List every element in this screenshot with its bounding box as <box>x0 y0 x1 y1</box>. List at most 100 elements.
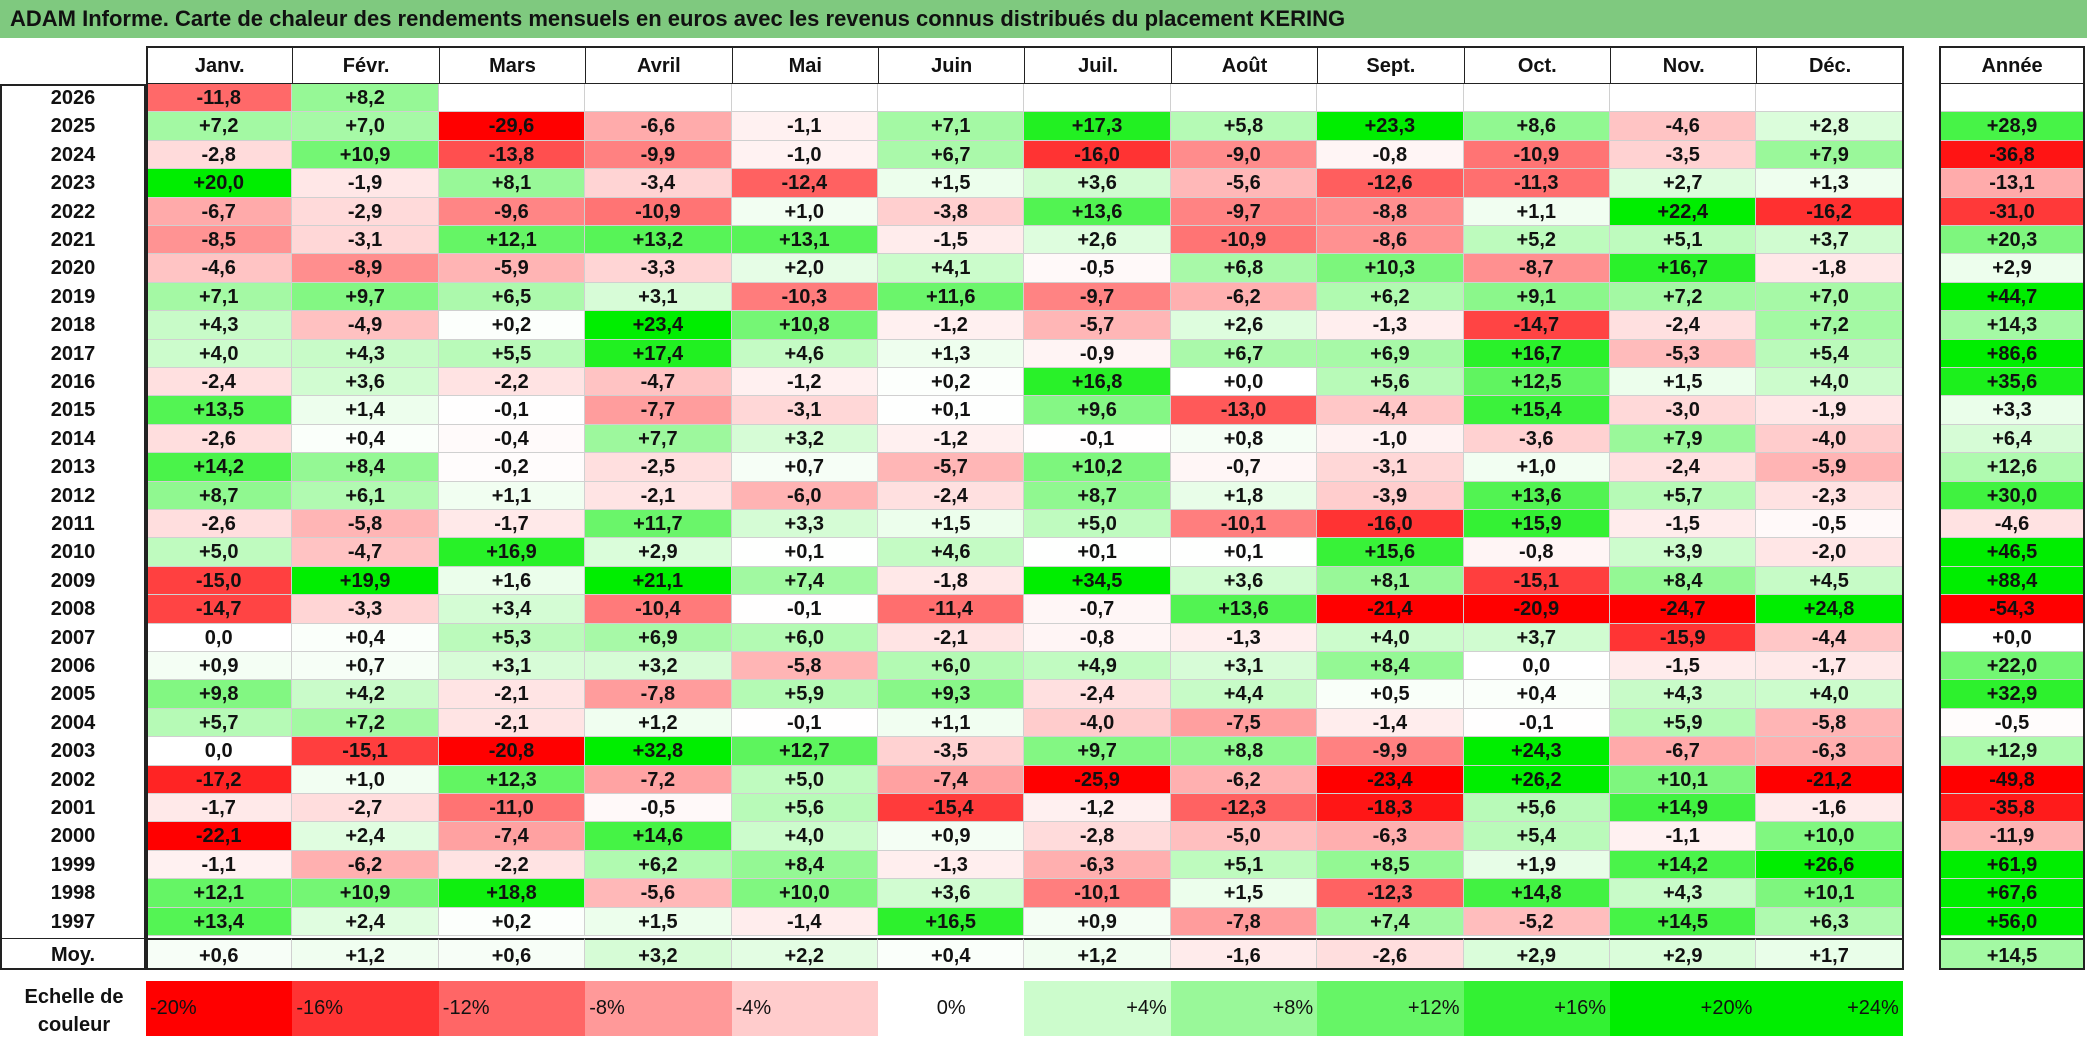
annual-cell: +28,9 <box>1939 112 2085 141</box>
heatmap-cell: +2,4 <box>292 822 439 851</box>
heatmap-cell: -4,9 <box>292 311 439 340</box>
heatmap-cell: -12,3 <box>1170 794 1318 823</box>
annual-cell: +56,0 <box>1939 907 2085 936</box>
heatmap-cell: +7,2 <box>146 112 293 141</box>
heatmap-cell: +8,4 <box>1610 566 1757 596</box>
year-label: 2001 <box>0 794 146 824</box>
year-label: 2004 <box>0 708 146 739</box>
annual-cell: -36,8 <box>1939 140 2085 170</box>
average-cell: +1,2 <box>1024 938 1171 970</box>
heatmap-cell: -15,9 <box>1610 623 1757 652</box>
heatmap-cell: -9,6 <box>438 197 586 226</box>
annual-cell: +86,6 <box>1939 339 2085 368</box>
heatmap-cell: -10,1 <box>1170 510 1318 539</box>
heatmap-cell: -7,4 <box>438 822 586 851</box>
heatmap-cell: +0,4 <box>1463 680 1610 709</box>
heatmap-cell: -16,2 <box>1756 197 1903 226</box>
average-cell: +2,2 <box>731 938 878 970</box>
average-cell: +0,4 <box>878 938 1025 970</box>
annual-cell: +46,5 <box>1939 538 2085 567</box>
month-header: Oct. <box>1463 46 1611 84</box>
heatmap-cell: -9,9 <box>1317 737 1464 766</box>
heatmap-cell: -5,3 <box>1610 339 1757 368</box>
heatmap-cell: -29,6 <box>438 112 586 141</box>
average-cell: +1,7 <box>1756 938 1903 970</box>
heatmap-cell: +11,6 <box>878 282 1025 312</box>
heatmap-cell: +16,7 <box>1463 339 1610 368</box>
heatmap-cell: -10,1 <box>1024 879 1171 908</box>
heatmap-cell: -3,1 <box>731 396 878 425</box>
heatmap-cell: -2,4 <box>1610 453 1757 482</box>
annual-cell: +32,9 <box>1939 680 2085 709</box>
heatmap-cell: +7,0 <box>292 112 439 141</box>
heatmap-cell: -3,1 <box>292 226 439 255</box>
heatmap-cell: +16,8 <box>1024 368 1171 397</box>
heatmap-cell: -0,2 <box>438 453 586 482</box>
heatmap-cell: +3,2 <box>731 424 878 454</box>
heatmap-cell: +13,6 <box>1463 481 1610 510</box>
heatmap-cell: +34,5 <box>1024 566 1171 596</box>
heatmap-cell: -9,7 <box>1170 197 1318 226</box>
heatmap-cell: -1,3 <box>1317 311 1464 340</box>
year-label: 2013 <box>0 453 146 483</box>
annual-cell: -31,0 <box>1939 197 2085 226</box>
heatmap-cell: -5,8 <box>1756 708 1903 738</box>
heatmap-cell: -8,7 <box>1463 254 1610 283</box>
year-label: 2009 <box>0 566 146 597</box>
heatmap-cell: -6,3 <box>1756 737 1903 766</box>
heatmap-cell: -2,8 <box>1024 822 1171 851</box>
heatmap-cell: +10,1 <box>1610 765 1757 794</box>
average-cell: -2,6 <box>1317 938 1464 970</box>
heatmap-cell: +23,4 <box>585 311 732 340</box>
heatmap-cell: -6,7 <box>146 197 293 226</box>
heatmap-cell: -5,2 <box>1463 907 1610 936</box>
heatmap-cell: -3,3 <box>585 254 732 283</box>
heatmap-cell: +26,6 <box>1756 850 1903 880</box>
heatmap-cell: +3,7 <box>1463 623 1610 652</box>
heatmap-cell: +14,5 <box>1610 907 1757 936</box>
heatmap-cell: -20,8 <box>438 737 586 766</box>
heatmap-cell: +2,8 <box>1756 112 1903 141</box>
heatmap-cell: +1,9 <box>1463 850 1610 880</box>
heatmap-cell: -0,1 <box>731 595 878 624</box>
month-header: Mai <box>731 46 879 84</box>
heatmap-cell: +5,4 <box>1756 339 1903 368</box>
heatmap-cell: -0,8 <box>1317 140 1464 170</box>
year-label: 2012 <box>0 481 146 511</box>
heatmap-cell: -3,5 <box>1610 140 1757 170</box>
heatmap-cell: +4,3 <box>1610 680 1757 709</box>
year-label: 2006 <box>0 652 146 682</box>
heatmap-cell: -0,7 <box>1170 453 1318 482</box>
heatmap-cell: +7,4 <box>731 566 878 596</box>
legend-title-line1: Echelle de <box>24 986 124 1008</box>
heatmap-cell: -0,8 <box>1463 538 1610 567</box>
heatmap-cell: -11,4 <box>878 595 1025 624</box>
heatmap-cell: +5,8 <box>1170 112 1318 141</box>
heatmap-cell: -25,9 <box>1024 765 1171 794</box>
year-label: 2022 <box>0 197 146 227</box>
heatmap-cell: -7,2 <box>585 765 732 794</box>
legend-swatch: +4% <box>1024 981 1171 1036</box>
heatmap-cell: -0,4 <box>438 424 586 454</box>
heatmap-cell: -2,9 <box>292 197 439 226</box>
heatmap-cell: +4,1 <box>878 254 1025 283</box>
heatmap-cell: -14,7 <box>1463 311 1610 340</box>
heatmap-cell: +18,8 <box>438 879 586 908</box>
heatmap-cell: +1,1 <box>438 481 586 510</box>
heatmap-cell: +5,6 <box>731 794 878 823</box>
heatmap-cell: +8,1 <box>438 169 586 198</box>
heatmap-cell: -4,0 <box>1024 708 1171 738</box>
heatmap-cell: +3,1 <box>1170 652 1318 681</box>
heatmap-cell: +16,5 <box>878 907 1025 936</box>
heatmap-cell: -1,1 <box>146 850 293 880</box>
heatmap-cell: -2,2 <box>438 368 586 397</box>
heatmap-cell: -2,4 <box>1610 311 1757 340</box>
heatmap-cell: +15,6 <box>1317 538 1464 567</box>
year-label: 2008 <box>0 595 146 625</box>
heatmap-cell: +10,0 <box>731 879 878 908</box>
heatmap-cell: +24,8 <box>1756 595 1903 624</box>
heatmap-cell: +10,9 <box>292 140 439 170</box>
heatmap-cell: -7,8 <box>1170 907 1318 936</box>
heatmap-cell: -1,9 <box>1756 396 1903 425</box>
heatmap-cell: +12,7 <box>731 737 878 766</box>
